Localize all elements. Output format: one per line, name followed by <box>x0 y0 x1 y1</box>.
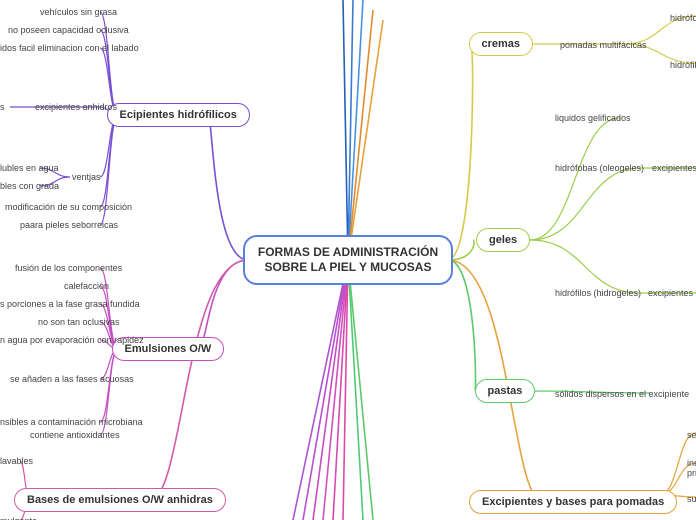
leaf-ecip_a: vehículos sin grasa <box>40 7 117 17</box>
leaf-emul_a: fusión de los componentes <box>15 263 122 273</box>
leaf-geles_t3b: excipientes hidró <box>648 288 696 298</box>
branch-pastas: pastas <box>475 379 536 403</box>
leaf-geles_t3: hidrófilos (hidrogeles) <box>555 288 641 298</box>
leaf-geles_t2b: excipientes <box>652 163 696 173</box>
leaf-emul_c: s porciones a la fase grasa fundida <box>0 299 140 309</box>
branch-cremas: cremas <box>469 32 534 56</box>
leaf-cremas_mid: pomadas multifácicas <box>560 40 647 50</box>
leaf-excpom_t2: inertes fr <box>687 458 696 468</box>
leaf-excpom_t3: suficiente <box>687 494 696 504</box>
leaf-ecip_f1: lubles en agua <box>0 163 59 173</box>
leaf-pastas_t1: sólidos dispersos en el excipiente <box>555 389 689 399</box>
leaf-bases_a: lavables <box>0 456 33 466</box>
center-node: FORMAS DE ADMINISTRACIÓN SOBRE LA PIEL Y… <box>243 235 453 285</box>
center-line1: FORMAS DE ADMINISTRACIÓN <box>258 245 438 259</box>
leaf-ecip_h: paara pieles seborreicas <box>20 220 118 230</box>
leaf-emul_h: contiene antioxidantes <box>30 430 120 440</box>
center-line2: SOBRE LA PIEL Y MUCOSAS <box>265 260 432 274</box>
leaf-bases_b: mulgente <box>0 516 37 520</box>
branch-bases-emulsiones-anhidras: Bases de emulsiones O/W anhidras <box>14 488 226 512</box>
leaf-ecip_f2: bles con grada <box>0 181 59 191</box>
leaf-ecip_f: ventjas <box>72 172 101 182</box>
branch-geles: geles <box>476 228 530 252</box>
leaf-emul_g: nsibles a contaminación microbiana <box>0 417 143 427</box>
branch-ecipientes-hidrofilos: Ecipientes hidrófilicos <box>107 103 250 127</box>
leaf-geles_t1: liquidos gelificados <box>555 113 631 123</box>
leaf-ecip_b: no poseen capacidad oclusiva <box>8 25 129 35</box>
leaf-ecip_e: excipientes anhidros <box>35 102 117 112</box>
leaf-cremas_t1: hidrófobas <box>670 13 696 23</box>
leaf-ecip_c: idos facil eliminacion con el labado <box>0 43 139 53</box>
leaf-emul_d: no son tan oclusivas <box>38 317 120 327</box>
leaf-excpom_t1: ser bien t <box>687 430 696 440</box>
leaf-ecip_d: s <box>0 102 5 112</box>
leaf-emul_b: calefacción <box>64 281 109 291</box>
leaf-emul_e: n agua por evaporación con rapidez <box>0 335 144 345</box>
leaf-cremas_t2: hidrófilos <box>670 60 696 70</box>
branch-excipientes-pomadas: Excipientes y bases para pomadas <box>469 490 677 514</box>
leaf-ecip_g: modificación de su composición <box>5 202 132 212</box>
leaf-emul_f: se añaden a las fases acuosas <box>10 374 134 384</box>
leaf-excpom_t2b: principio a <box>687 468 696 478</box>
leaf-geles_t2: hidrófobas (oleogeles) <box>555 163 644 173</box>
